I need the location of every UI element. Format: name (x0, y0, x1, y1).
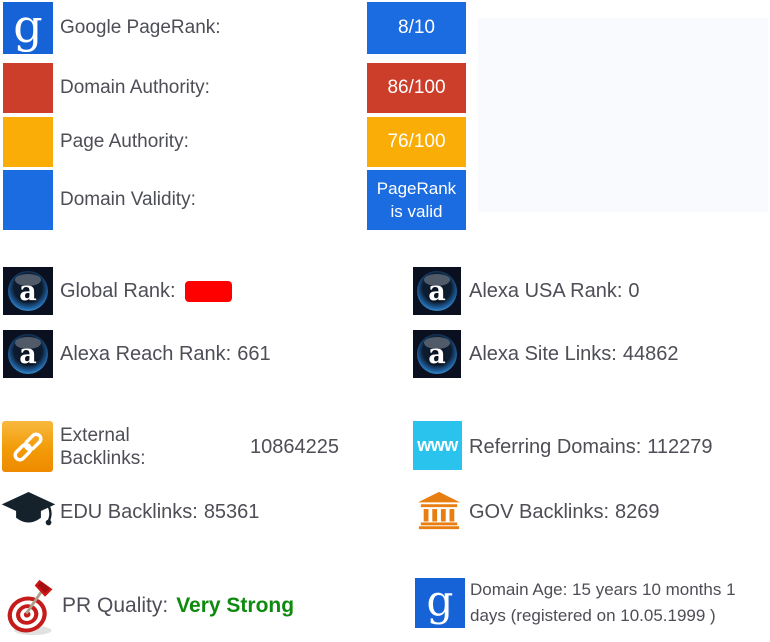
alexa-a-glyph: a (19, 338, 37, 370)
google-g-glyph: g (426, 576, 454, 625)
edu-backlinks-value: 85361 (203, 500, 260, 523)
edu-backlinks-item: EDU Backlinks: 85361 (60, 490, 259, 534)
google-g-glyph: g (13, 0, 43, 53)
alexa-site-links-value: 44862 (622, 342, 679, 365)
metric-value-badge: PageRank is valid (367, 170, 466, 230)
table-row-page-authority: Page Authority: 76/100 (0, 117, 770, 167)
table-row-domain-validity: Domain Validity: PageRank is valid (0, 170, 770, 230)
gov-building-icon (417, 490, 461, 535)
alexa-usa-rank-label: Alexa USA Rank: (469, 279, 623, 302)
alexa-reach-rank-item: Alexa Reach Rank: 661 (60, 330, 271, 378)
graduation-cap-icon (0, 491, 57, 538)
alexa-usa-rank-item: Alexa USA Rank: 0 (469, 267, 640, 315)
edu-backlinks-label: EDU Backlinks: (60, 500, 198, 523)
alexa-a-glyph: a (428, 275, 446, 307)
metric-value-badge: 76/100 (367, 117, 466, 167)
domain-age-google-icon: g (415, 578, 465, 628)
metric-label: Domain Authority: (60, 77, 210, 98)
metric-value-badge: 86/100 (367, 63, 466, 113)
alexa-site-links-label: Alexa Site Links: (469, 342, 617, 365)
orange-square-icon (3, 117, 53, 167)
alexa-circle: a (8, 271, 48, 311)
gov-backlinks-label: GOV Backlinks: (469, 500, 610, 523)
alexa-icon: a (3, 267, 53, 315)
www-icon: www (413, 421, 462, 470)
gov-backlinks-item: GOV Backlinks: 8269 (469, 490, 660, 534)
alexa-icon: a (413, 330, 461, 378)
table-row-google-pagerank: g Google PageRank: 8/10 (0, 2, 770, 54)
www-glyph: www (417, 435, 458, 455)
alexa-circle: a (417, 334, 457, 374)
global-rank-item: Global Rank: (60, 267, 232, 315)
red-square-icon (3, 63, 53, 113)
alexa-site-links-item: Alexa Site Links: 44862 (469, 330, 678, 378)
metric-label: Domain Validity: (60, 189, 196, 210)
external-backlinks-label: External Backlinks: (60, 425, 146, 469)
alexa-icon: a (3, 330, 53, 378)
table-row-domain-authority: Domain Authority: 86/100 (0, 63, 770, 113)
chain-link-icon (2, 421, 53, 472)
pr-quality-item: PR Quality: Very Strong (62, 575, 294, 637)
backlinks-row-1: External Backlinks: 10864225 www Referri… (0, 421, 770, 473)
redacted-value-box (184, 280, 232, 302)
backlinks-row-2: EDU Backlinks: 85361 GOV Backlinks: 8269 (0, 490, 770, 534)
dartboard-icon (2, 577, 58, 642)
alexa-circle: a (417, 271, 457, 311)
alexa-icon: a (413, 267, 461, 315)
referring-domains-label: Referring Domains: (469, 435, 642, 458)
global-rank-label: Global Rank: (60, 279, 176, 302)
chain-link-glyph (12, 431, 43, 462)
pr-quality-label: PR Quality: (62, 594, 169, 617)
pr-quality-value: Very Strong (176, 594, 295, 617)
alexa-reach-rank-value: 661 (237, 342, 271, 365)
gov-backlinks-value: 8269 (615, 500, 660, 523)
metric-label: Page Authority: (60, 131, 189, 152)
external-backlinks-value: 10864225 (250, 435, 339, 458)
alexa-a-glyph: a (19, 275, 37, 307)
blue-square-icon (3, 170, 53, 230)
quality-row: PR Quality: Very Strong g Domain Age: 15… (0, 575, 770, 637)
metric-value-badge: 8/10 (367, 2, 466, 54)
alexa-a-glyph: a (428, 338, 446, 370)
alexa-usa-rank-value: 0 (628, 279, 640, 302)
alexa-circle: a (8, 334, 48, 374)
referring-domains-item: Referring Domains: 112279 (469, 421, 713, 473)
domain-age-text: Domain Age: 15 years 10 months 1 days (r… (470, 580, 736, 625)
alexa-row-2: a Alexa Reach Rank: 661 a Alexa Site Lin… (0, 330, 770, 378)
alexa-reach-rank-label: Alexa Reach Rank: (60, 342, 232, 365)
alexa-row-1: a Global Rank: a Alexa USA Rank: 0 (0, 267, 770, 315)
empty-info-panel (478, 18, 768, 212)
metric-label: Google PageRank: (60, 17, 221, 38)
referring-domains-value: 112279 (647, 435, 713, 458)
google-pagerank-icon: g (3, 2, 53, 54)
